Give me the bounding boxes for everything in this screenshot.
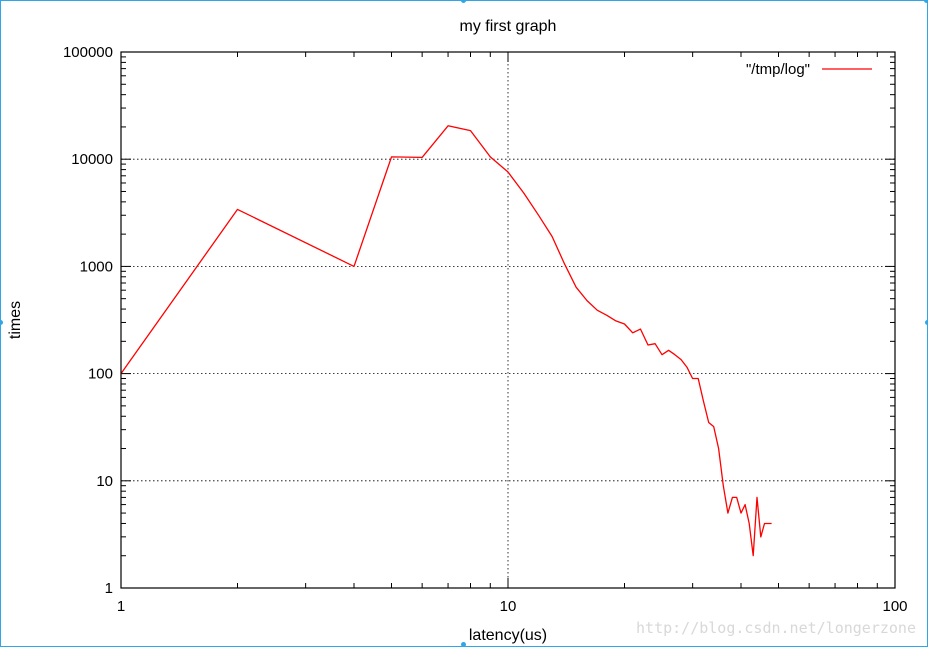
series-line bbox=[120, 125, 772, 557]
y-tick-label: 1 bbox=[105, 580, 113, 597]
axis-ticks: 1 10 100 1000 10000 100000 1 10 100 bbox=[63, 44, 908, 615]
plot-area-border bbox=[120, 51, 896, 589]
frame-handle-right[interactable] bbox=[925, 320, 928, 325]
x-tick-label: 10 bbox=[500, 598, 517, 615]
frame-handle-top-right[interactable] bbox=[924, 0, 928, 3]
x-tick-label: 100 bbox=[882, 598, 907, 615]
legend: "/tmp/log" bbox=[746, 61, 872, 78]
y-axis-label: times bbox=[7, 301, 24, 339]
grid bbox=[121, 52, 895, 588]
y-tick-label: 10000 bbox=[71, 151, 113, 168]
y-tick-label: 100 bbox=[88, 366, 113, 383]
y-tick-label: 100000 bbox=[63, 44, 113, 61]
plot-series bbox=[120, 125, 772, 557]
legend-label: "/tmp/log" bbox=[746, 61, 810, 78]
y-tick-label: 10 bbox=[96, 473, 113, 490]
frame-handle-left[interactable] bbox=[0, 320, 3, 325]
x-axis-label: latency(us) bbox=[469, 627, 547, 644]
y-tick-label: 1000 bbox=[80, 258, 113, 275]
x-tick-label: 1 bbox=[117, 598, 125, 615]
frame-handle-top[interactable] bbox=[461, 0, 466, 3]
chart-title: my first graph bbox=[460, 18, 557, 35]
watermark: http://blog.csdn.net/longerzone bbox=[636, 619, 916, 637]
frame-handle-bottom[interactable] bbox=[461, 642, 466, 647]
